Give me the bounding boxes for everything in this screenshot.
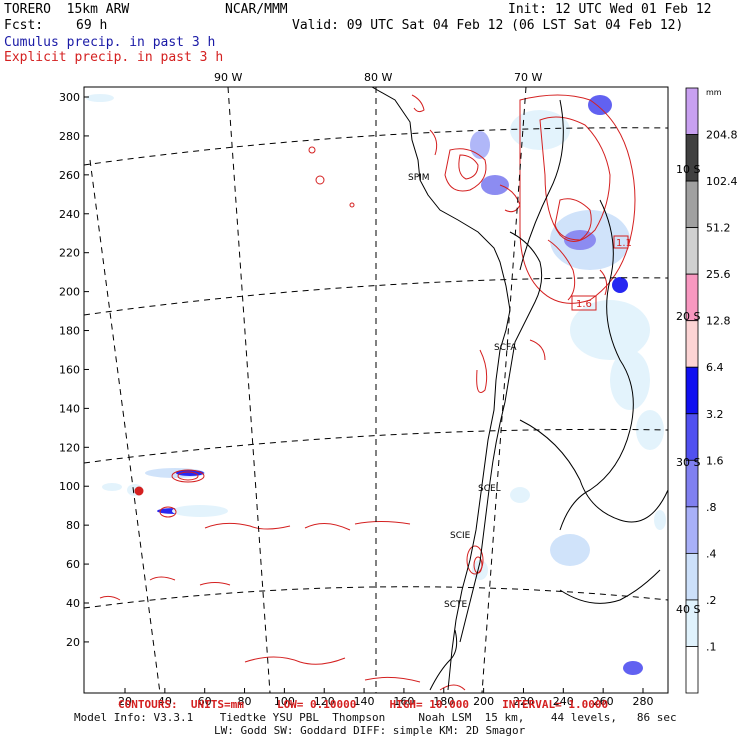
colorbar-level-label: 6.4 xyxy=(706,361,724,374)
x-tick-label: 160 xyxy=(393,695,414,708)
y-tick-labels: 300 280 260 240 220 200 180 160 140 120 100 80 60 40 2… xyxy=(59,91,80,649)
lat-label-40s: 40 S xyxy=(676,603,700,616)
colorbar-level-label: .8 xyxy=(706,501,717,514)
y-tick-label: 140 xyxy=(59,402,80,415)
colorbar-swatch xyxy=(685,180,699,229)
colorbar-swatch xyxy=(685,227,699,275)
station-scie: SCIE xyxy=(450,531,471,541)
y-tick-label: 60 xyxy=(66,558,80,571)
forecast-label: Fcst: xyxy=(4,18,44,33)
lat-label-20s: 20 S xyxy=(676,310,700,323)
model-info-line1: Model Info: V3.3.1 Tiedtke YSU PBL Thomp… xyxy=(74,711,677,724)
x-tick-label: 40 xyxy=(158,695,172,708)
colorbar-level-label: 1.6 xyxy=(706,454,724,467)
y-tick-label: 220 xyxy=(59,247,80,260)
contour-label-2: 1.6 xyxy=(576,299,592,310)
contour-label-1: 1.1 xyxy=(616,238,632,249)
colorbar-level-label: .1 xyxy=(706,640,717,653)
explicit-precip-contours xyxy=(99,94,636,691)
y-tick-label: 180 xyxy=(59,325,80,338)
x-tick-label: 260 xyxy=(593,695,614,708)
colorbar-level-label: .4 xyxy=(706,547,717,560)
x-tick-label: 240 xyxy=(553,695,574,708)
graticule xyxy=(83,86,669,694)
cumulus-precip-shading xyxy=(86,94,666,675)
y-tick-label: 20 xyxy=(66,636,80,649)
colorbar-level-label: .2 xyxy=(706,594,717,607)
forecast-hours: 69 h xyxy=(76,18,108,33)
x-tick-label: 60 xyxy=(198,695,212,708)
colorbar-level-label: 204.8 xyxy=(706,129,738,142)
colorbar-swatch xyxy=(685,366,699,415)
field-cumulus-label: Cumulus precip. in past 3 h xyxy=(4,35,216,50)
colorbar-swatch xyxy=(685,552,699,601)
colorbar-swatch xyxy=(685,87,699,135)
contour-info: CONTOURS: UNITS=mm LOW= 0.10000 HIGH= 10… xyxy=(118,698,609,711)
colorbar-level-label: 51.2 xyxy=(706,222,731,235)
x-tick-label: 20 xyxy=(118,695,132,708)
x-tick-label: 200 xyxy=(473,695,494,708)
x-tick-label: 140 xyxy=(354,695,375,708)
colorbar-level-label: 25.6 xyxy=(706,268,731,281)
y-tick-label: 300 xyxy=(59,91,80,104)
y-tick-label: 280 xyxy=(59,130,80,143)
lon-label-80w: 80 W xyxy=(364,71,392,84)
station-spim: SPIM xyxy=(408,173,430,183)
x-tick-label: 100 xyxy=(274,695,295,708)
x-tick-label: 80 xyxy=(238,695,252,708)
colorbar: 204.8 102.4 51.2 25.6 12.8 6.4 3.2 1.6 .8 .4 .2 .1 xyxy=(685,87,738,694)
model-title: TORERO 15km ARW xyxy=(4,2,130,17)
x-tick-label: 120 xyxy=(314,695,335,708)
lat-label-30s: 30 S xyxy=(676,456,700,469)
y-tick-label: 40 xyxy=(66,597,80,610)
coastlines xyxy=(371,86,669,691)
station-scel: SCEL xyxy=(478,484,501,494)
valid-time: Valid: 09 UTC Sat 04 Feb 12 (06 LST Sat … xyxy=(292,18,684,33)
y-tick-label: 120 xyxy=(59,441,80,454)
y-tick-label: 160 xyxy=(59,363,80,376)
x-tick-label: 180 xyxy=(433,695,454,708)
init-time: Init: 12 UTC Wed 01 Feb 12 xyxy=(508,2,712,17)
axis-ticks xyxy=(84,96,644,693)
colorbar-level-label: 12.8 xyxy=(706,315,731,328)
y-tick-label: 260 xyxy=(59,169,80,182)
colorbar-swatch xyxy=(685,320,699,368)
colorbar-level-label: 3.2 xyxy=(706,408,724,421)
field-explicit-label: Explicit precip. in past 3 h xyxy=(4,50,224,65)
station-scfa: SCFA xyxy=(494,343,517,353)
org-label: NCAR/MMM xyxy=(225,2,288,17)
colorbar-swatch xyxy=(685,646,699,694)
model-info-line2: LW: Godd SW: Goddard DIFF: simple KM: 2D… xyxy=(214,724,526,737)
y-tick-label: 100 xyxy=(59,480,80,493)
colorbar-swatch xyxy=(685,506,699,554)
colorbar-level-label: 102.4 xyxy=(706,175,738,188)
lon-label-70w: 70 W xyxy=(514,71,542,84)
x-tick-labels: 20 40 60 80 100 120 140 160 180 200 220 240 260 280 xyxy=(118,695,654,708)
colorbar-unit: mm xyxy=(706,88,722,97)
x-tick-label: 280 xyxy=(633,695,654,708)
lon-label-90w: 90 W xyxy=(214,71,242,84)
station-scte: SCTE xyxy=(444,600,467,610)
y-tick-label: 240 xyxy=(59,208,80,221)
y-tick-label: 80 xyxy=(66,519,80,532)
lat-label-10s: 10 S xyxy=(676,163,700,176)
colorbar-swatch xyxy=(685,413,699,461)
y-tick-label: 200 xyxy=(59,286,80,299)
x-tick-label: 220 xyxy=(513,695,534,708)
